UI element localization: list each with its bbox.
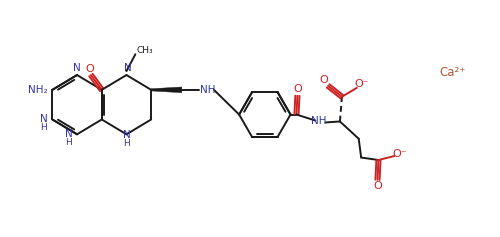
Text: NH₂: NH₂ (28, 85, 48, 95)
Text: H: H (66, 138, 72, 147)
Text: H: H (40, 123, 48, 132)
Text: N: N (73, 63, 81, 73)
Text: N: N (123, 130, 131, 140)
Text: O⁻: O⁻ (392, 149, 406, 159)
Text: O: O (373, 181, 382, 191)
Text: NH: NH (312, 116, 327, 127)
Text: O: O (293, 84, 302, 94)
Text: NH: NH (200, 85, 216, 95)
Text: O⁻: O⁻ (354, 79, 369, 89)
Text: N: N (65, 129, 72, 139)
Text: N: N (40, 114, 48, 124)
Text: O: O (86, 64, 94, 74)
Text: H: H (124, 139, 130, 148)
Text: CH₃: CH₃ (137, 46, 154, 55)
Text: O: O (320, 75, 328, 85)
Polygon shape (151, 87, 182, 93)
Text: N: N (124, 63, 132, 73)
Text: Ca²⁺: Ca²⁺ (440, 66, 466, 79)
